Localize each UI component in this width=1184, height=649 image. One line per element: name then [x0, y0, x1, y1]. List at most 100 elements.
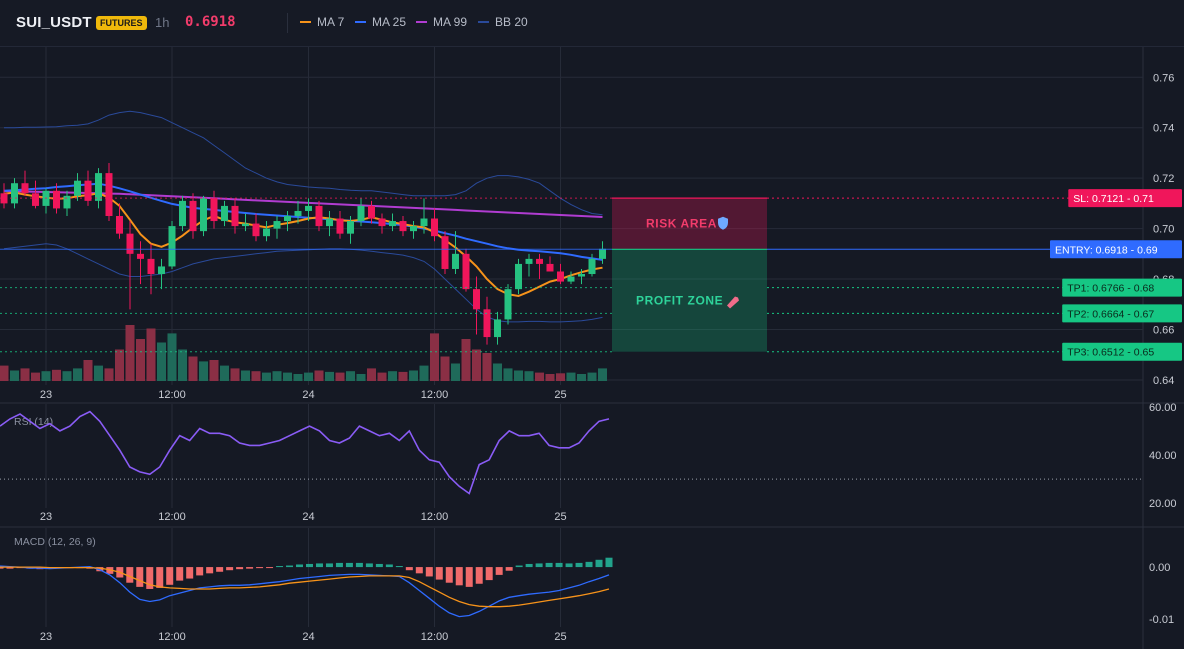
volume-bar	[230, 368, 240, 381]
volume-bar	[220, 365, 229, 381]
macd-histogram-bar	[365, 563, 373, 568]
candle-body	[336, 218, 344, 234]
timeframe-selector[interactable]: 1h	[155, 15, 170, 30]
macd-histogram-bar	[186, 567, 194, 579]
macd-histogram-bar	[136, 567, 144, 587]
candle-body	[189, 200, 197, 232]
macd-histogram-bar	[435, 567, 443, 580]
rsi-tick-label: 60.00	[1149, 402, 1177, 414]
zone-risk	[612, 198, 767, 250]
candle-body	[95, 173, 102, 201]
ma25-line	[3, 182, 603, 261]
price-tick-label: 0.64	[1153, 375, 1174, 387]
volume-bar	[440, 356, 450, 381]
macd-tick-label: 0.00	[1149, 562, 1170, 574]
volume-bar	[577, 374, 586, 381]
price-tick-label: 0.74	[1153, 123, 1174, 135]
legend-ma7[interactable]: MA 7	[300, 15, 344, 29]
level-badge-label: SL: 0.7121 - 0.71	[1073, 193, 1154, 205]
candle-body	[147, 258, 155, 275]
legend-ma99[interactable]: MA 99	[416, 15, 467, 29]
legend-bb20[interactable]: BB 20	[478, 15, 528, 29]
price-tick-label: 0.76	[1153, 72, 1174, 84]
volume-bar	[73, 368, 82, 381]
volume-bar	[556, 373, 565, 381]
volume-bar	[398, 371, 408, 381]
candle-body	[105, 173, 113, 216]
time-tick-label: 12:00	[158, 631, 186, 643]
price-tick-label: 0.70	[1153, 224, 1174, 236]
macd-tick-label: -0.01	[1149, 614, 1174, 626]
rocket-icon	[727, 296, 739, 309]
candle-body	[567, 276, 575, 282]
volume-bar	[136, 339, 145, 381]
macd-histogram-bar	[345, 562, 353, 568]
ma7-line	[3, 191, 603, 298]
time-tick-label: 25	[554, 511, 566, 523]
volume-bar	[293, 374, 303, 381]
time-tick-label: 24	[302, 511, 314, 523]
candle-body	[273, 221, 281, 229]
macd-histogram-bar	[236, 567, 244, 570]
volume-bar	[167, 333, 177, 381]
candle-body	[53, 190, 60, 209]
volume-bar	[251, 371, 261, 381]
time-tick-label: 24	[302, 389, 314, 401]
candle-body	[389, 221, 396, 227]
candle-body	[399, 221, 407, 232]
macd-histogram-bar	[106, 567, 114, 574]
time-tick-label: 12:00	[158, 511, 186, 523]
macd-histogram-bar	[6, 567, 14, 569]
macd-histogram-bar	[375, 563, 383, 568]
macd-histogram-bar	[405, 567, 413, 571]
rsi-title: RSI (14)	[14, 416, 53, 428]
volume-bar	[377, 372, 387, 381]
volume-bar	[283, 372, 292, 381]
candle-body	[84, 180, 92, 201]
time-tick-label: 23	[40, 631, 52, 643]
volume-bar	[335, 372, 345, 381]
futures-badge: FUTURES	[96, 16, 147, 30]
volume-bar	[451, 363, 460, 381]
macd-signal-line	[0, 566, 610, 608]
candle-body	[473, 289, 480, 310]
macd-histogram-bar	[246, 567, 254, 569]
legend-ma25-label: MA 25	[372, 15, 407, 29]
macd-histogram-bar	[355, 562, 363, 568]
volume-bar	[83, 360, 93, 381]
ma99-line	[3, 190, 603, 218]
candle-body	[63, 195, 71, 209]
candle-body	[74, 180, 81, 196]
macd-title: MACD (12, 26, 9)	[14, 536, 96, 548]
time-tick-label: 25	[554, 631, 566, 643]
candle-body	[11, 183, 18, 204]
level-badge-tp2	[1062, 304, 1182, 323]
volume-bar	[503, 368, 513, 381]
shield-icon	[718, 216, 728, 230]
volume-bar	[199, 361, 208, 381]
candle-body	[252, 223, 260, 237]
level-badge-label: TP2: 0.6664 - 0.67	[1067, 308, 1154, 320]
candle-body	[116, 216, 123, 234]
level-badge-label: TP1: 0.6766 - 0.68	[1067, 283, 1154, 295]
volume-bar	[493, 363, 502, 381]
candle-body	[536, 258, 543, 264]
symbol-title[interactable]: SUI_USDT	[16, 14, 92, 31]
volume-bar	[157, 342, 166, 381]
candle-body	[0, 193, 8, 204]
volume-bar	[524, 371, 534, 381]
price-tick-label: 0.66	[1153, 325, 1174, 337]
legend-ma25[interactable]: MA 25	[355, 15, 406, 29]
candle-body	[347, 221, 354, 234]
macd-histogram-bar	[505, 567, 513, 571]
macd-histogram-bar	[0, 567, 4, 569]
candle-body	[588, 258, 596, 275]
candle-body	[483, 309, 491, 338]
volume-bar	[31, 372, 40, 381]
candle-body	[441, 236, 449, 269]
chart-header: SUI_USDT FUTURES 1h 0.6918 MA 7 MA 25 MA…	[0, 0, 1184, 47]
candle-body	[462, 253, 470, 290]
zone-profit-label: PROFIT ZONE	[636, 294, 723, 308]
macd-histogram-bar	[325, 563, 333, 568]
